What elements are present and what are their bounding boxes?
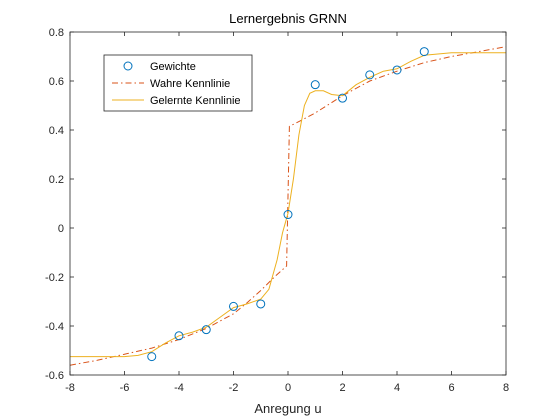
legend-label: Gewichte: [150, 61, 196, 73]
y-tick-label: 0: [58, 223, 64, 235]
x-tick-label: -6: [120, 382, 130, 394]
y-tick-label: -0.6: [45, 370, 64, 382]
x-tick-label: 6: [448, 382, 454, 394]
x-tick-label: 4: [394, 382, 400, 394]
x-axis-label: Anregung u: [254, 401, 321, 416]
x-tick-label: -8: [65, 382, 75, 394]
legend: Gewichte Wahre Kennlinie Gelernte Kennlini…: [104, 55, 252, 111]
chart-title: Lernergebnis GRNN: [229, 11, 347, 26]
x-tick-label: 0: [285, 382, 291, 394]
y-tick-label: -0.4: [45, 321, 64, 333]
y-tick-label: 0.8: [49, 27, 64, 39]
y-tick-label: 0.2: [49, 174, 64, 186]
x-tick-label: 2: [339, 382, 345, 394]
y-tick-label: 0.4: [49, 125, 64, 137]
legend-label: Gelernte Kennlinie: [150, 95, 241, 107]
y-tick-label: -0.2: [45, 272, 64, 284]
x-tick-label: -4: [174, 382, 184, 394]
legend-label: Wahre Kennlinie: [150, 78, 230, 90]
x-tick-label: -2: [229, 382, 239, 394]
y-tick-label: 0.6: [49, 76, 64, 88]
x-tick-label: 8: [503, 382, 509, 394]
